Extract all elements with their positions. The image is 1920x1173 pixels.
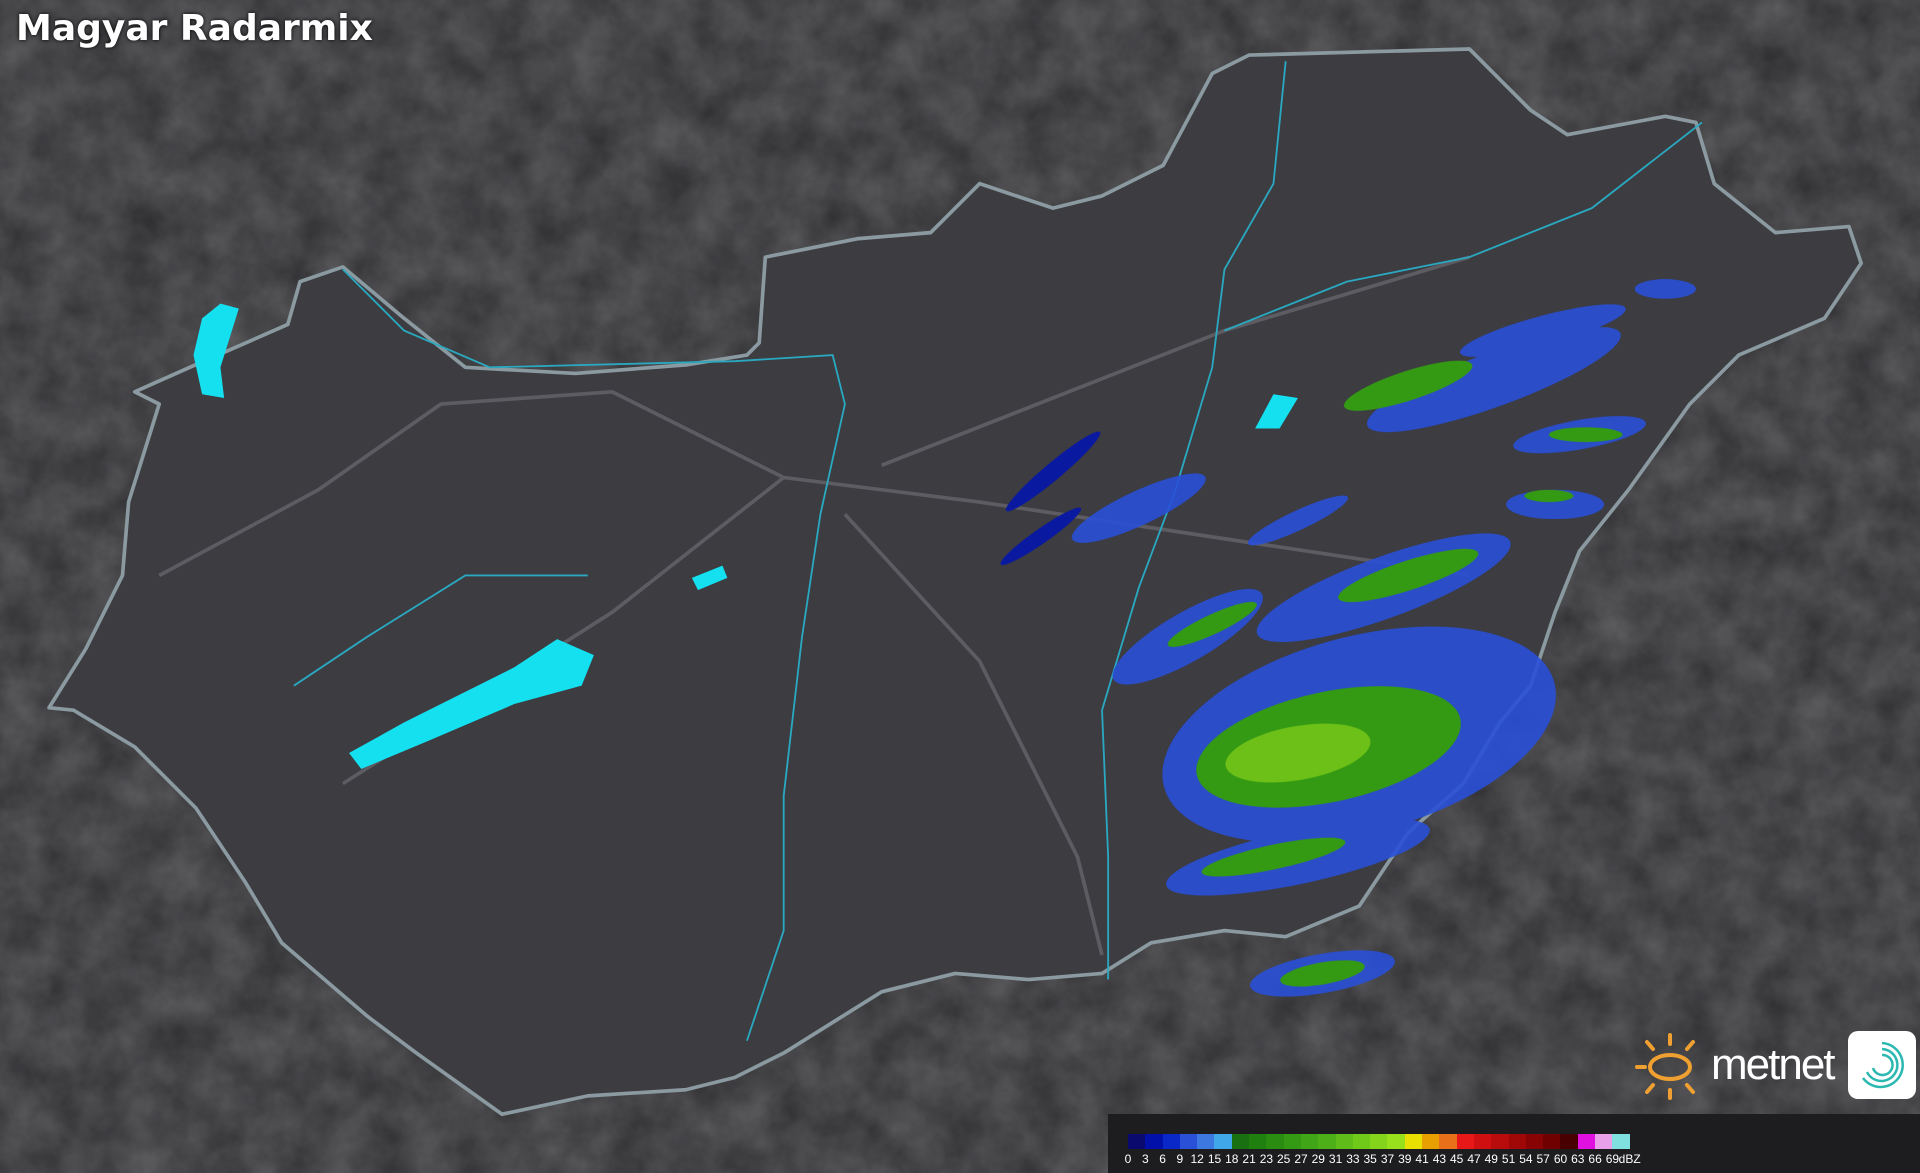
- legend-label: 9: [1176, 1152, 1184, 1166]
- hungary-country-area: [47, 47, 1864, 1117]
- legend-swatch: [1179, 1134, 1198, 1149]
- legend-swatch: [1491, 1134, 1509, 1149]
- legend-swatch: [1266, 1134, 1284, 1149]
- legend-label: 18: [1225, 1152, 1239, 1166]
- legend-label: 49: [1484, 1152, 1498, 1166]
- legend-label: 57: [1536, 1152, 1550, 1166]
- lake-tisza: [1255, 394, 1298, 429]
- legend-swatch: [1162, 1134, 1180, 1149]
- lake-velence: [691, 565, 728, 591]
- map-title: Magyar Radarmix: [16, 8, 373, 49]
- legend-label: 45: [1450, 1152, 1464, 1166]
- legend-label: 29: [1311, 1152, 1325, 1166]
- legend-label: 35: [1363, 1152, 1377, 1166]
- legend-label: 25: [1277, 1152, 1291, 1166]
- legend-label: 69: [1605, 1152, 1620, 1166]
- legend-label: 12: [1190, 1152, 1204, 1166]
- lakes: [193, 303, 1298, 769]
- legend-label: 41: [1415, 1152, 1429, 1166]
- legend-labels: 0 3 6 9 12 15 18 21 23 25 27 29 31 33 35 37 39 41 43 45 47 49…: [1118, 1152, 1918, 1168]
- legend-label: 23: [1259, 1152, 1274, 1166]
- lake-neusiedl: [193, 303, 239, 398]
- legend-swatch: [1249, 1134, 1267, 1149]
- legend-color-bar: [1128, 1134, 1630, 1149]
- legend-label: 60: [1553, 1152, 1568, 1166]
- legend-swatch: [1439, 1134, 1457, 1149]
- legend-swatch: [1387, 1134, 1405, 1149]
- legend-label: 54: [1519, 1152, 1533, 1166]
- legend-swatch: [1283, 1134, 1301, 1149]
- legend-swatch: [1318, 1134, 1336, 1149]
- legend-swatch: [1612, 1134, 1630, 1149]
- legend-swatch: [1145, 1134, 1163, 1149]
- legend-label: 33: [1346, 1152, 1360, 1166]
- legend-label: 6: [1159, 1152, 1166, 1166]
- legend-swatch: [1456, 1134, 1474, 1149]
- legend-label: 66: [1588, 1152, 1602, 1166]
- legend-swatch: [1473, 1134, 1492, 1149]
- radar-echoes: [1000, 279, 1696, 997]
- legend-unit: dBZ: [1618, 1152, 1641, 1166]
- lake-balaton: [349, 639, 594, 769]
- legend-swatch: [1508, 1134, 1526, 1149]
- sun-icon: [1635, 1033, 1695, 1100]
- legend-swatch: [1525, 1134, 1544, 1149]
- legend-swatch: [1231, 1134, 1250, 1149]
- metnet-logo: metnet: [1635, 1030, 1916, 1100]
- legend-swatch: [1300, 1134, 1319, 1149]
- legend-label: 51: [1501, 1152, 1516, 1166]
- legend-swatch: [1560, 1134, 1578, 1149]
- legend-swatch: [1197, 1134, 1215, 1149]
- legend-swatch: [1214, 1134, 1232, 1149]
- legend-swatch: [1577, 1134, 1596, 1149]
- legend-swatch: [1595, 1134, 1613, 1149]
- legend-swatch: [1128, 1134, 1146, 1149]
- legend-label: 21: [1242, 1152, 1256, 1166]
- legend-swatch: [1335, 1134, 1353, 1149]
- legend-label: 37: [1380, 1152, 1395, 1166]
- legend-label: 63: [1571, 1152, 1585, 1166]
- dbz-color-legend: 0 3 6 9 12 15 18 21 23 25 27 29 31 33 35 37 39 41 43 45 47 49…: [1108, 1114, 1920, 1173]
- legend-label: 31: [1328, 1152, 1343, 1166]
- legend-label: 15: [1207, 1152, 1222, 1166]
- legend-label: 27: [1294, 1152, 1308, 1166]
- legend-label: 3: [1141, 1152, 1149, 1166]
- legend-label: 47: [1467, 1152, 1481, 1166]
- legend-swatch: [1422, 1134, 1440, 1149]
- metnet-swirl-icon: [1847, 1031, 1916, 1099]
- legend-label: 39: [1398, 1152, 1412, 1166]
- legend-swatch: [1370, 1134, 1388, 1149]
- brand-name: metnet: [1711, 1040, 1836, 1089]
- legend-swatch: [1352, 1134, 1371, 1149]
- legend-swatch: [1543, 1134, 1561, 1149]
- legend-label: 43: [1432, 1152, 1447, 1166]
- legend-label: 0: [1124, 1152, 1132, 1166]
- legend-swatch: [1404, 1134, 1423, 1149]
